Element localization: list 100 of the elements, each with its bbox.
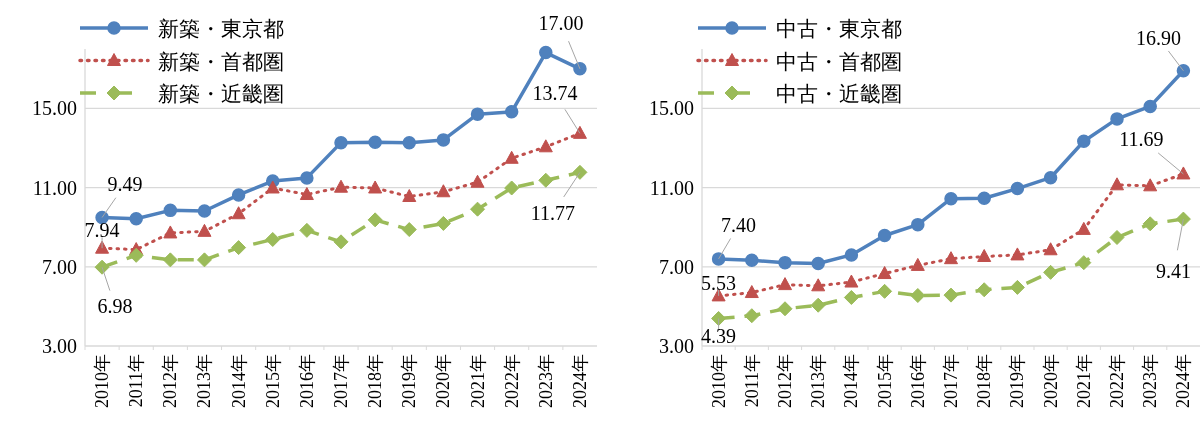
point [368, 180, 383, 194]
point [1110, 177, 1124, 191]
y-tick-label: 7.00 [42, 255, 77, 278]
point [470, 201, 486, 217]
point [778, 255, 792, 270]
x-tick-label: 2024年 [569, 354, 590, 408]
point [163, 225, 178, 239]
legend-label: 中古・近畿圏 [776, 82, 902, 106]
point [911, 217, 925, 232]
point [196, 252, 212, 268]
x-tick-label: 2020年 [1040, 354, 1061, 408]
data-label: 11.69 [1119, 127, 1164, 150]
x-tick-label: 2023年 [1140, 354, 1161, 408]
x-tick-label: 2010年 [92, 354, 113, 408]
x-tick-label: 2016年 [296, 354, 317, 408]
x-tick-label: 2012年 [775, 354, 795, 408]
point [162, 252, 178, 268]
point [1010, 181, 1025, 196]
legend-label: 中古・首都圏 [776, 49, 902, 74]
point [401, 222, 417, 238]
y-tick-label: 11.00 [649, 176, 694, 199]
y-tick-label: 3.00 [42, 335, 77, 357]
point [436, 133, 451, 147]
x-tick-label: 2016年 [907, 354, 928, 408]
legend-label: 新築・東京都 [158, 17, 284, 41]
point [402, 135, 417, 150]
point [1175, 211, 1191, 227]
data-label: 7.94 [84, 219, 120, 242]
y-tick-label: 15.00 [32, 97, 77, 120]
point [811, 256, 825, 271]
legend-label: 中古・東京都 [776, 17, 902, 41]
point [368, 135, 382, 150]
x-tick-label: 2017年 [331, 354, 351, 408]
x-tick-label: 2019年 [399, 354, 420, 408]
point [1043, 170, 1058, 185]
point [470, 107, 485, 121]
point [977, 191, 991, 206]
data-label: 13.74 [532, 82, 578, 105]
point [504, 150, 519, 164]
x-tick-label: 2021年 [467, 354, 488, 408]
point [231, 206, 246, 220]
point [711, 252, 726, 266]
x-tick-label: 2013年 [808, 354, 829, 408]
data-label: 16.90 [1135, 26, 1181, 49]
data-label: 7.40 [721, 213, 757, 236]
data-label: 4.39 [701, 325, 737, 348]
point [572, 125, 587, 139]
x-tick-label: 2023年 [535, 354, 556, 408]
data-label: 9.41 [1155, 260, 1191, 283]
data-label: 9.49 [107, 173, 143, 196]
point [1043, 264, 1059, 280]
x-tick-label: 2015年 [874, 354, 895, 408]
legend-label: 新築・首都圏 [158, 49, 284, 74]
point [1142, 216, 1158, 232]
x-tick-label: 2018年 [365, 354, 386, 408]
point [877, 266, 892, 280]
point [1109, 230, 1125, 245]
point [436, 184, 451, 198]
x-tick-label: 2010年 [708, 354, 729, 408]
x-tick-label: 2022年 [1107, 354, 1127, 408]
point [231, 240, 247, 256]
point [1043, 242, 1058, 256]
point [265, 180, 280, 194]
point [539, 45, 553, 60]
x-tick-label: 2022年 [501, 354, 522, 408]
point [470, 174, 485, 188]
data-label: 5.53 [701, 271, 737, 294]
point [778, 277, 792, 291]
point [367, 212, 383, 228]
point [1176, 64, 1191, 78]
point [572, 164, 588, 180]
point [1010, 247, 1025, 261]
point [777, 301, 793, 317]
point [1176, 166, 1191, 180]
point [504, 180, 520, 196]
legend-label: 新築・近畿圏 [158, 82, 284, 106]
x-tick-label: 2013年 [194, 354, 215, 408]
point [163, 203, 178, 218]
point [1143, 99, 1157, 114]
point [943, 287, 959, 303]
point [300, 171, 314, 185]
point [877, 228, 892, 243]
x-tick-label: 2014年 [841, 354, 862, 408]
point [711, 310, 727, 326]
point [94, 259, 110, 275]
point [976, 282, 992, 298]
point [334, 135, 348, 150]
x-tick-label: 2012年 [160, 354, 181, 408]
y-tick-label: 11.00 [32, 176, 77, 199]
x-tick-label: 2017年 [941, 354, 961, 408]
x-tick-label: 2024年 [1173, 354, 1194, 408]
point [1143, 178, 1158, 192]
y-tick-label: 3.00 [659, 335, 694, 357]
y-tick-label: 15.00 [649, 97, 694, 120]
point [299, 222, 315, 238]
point [744, 285, 759, 299]
point [944, 251, 958, 265]
point [811, 278, 826, 292]
point [538, 172, 554, 188]
point [299, 187, 314, 201]
